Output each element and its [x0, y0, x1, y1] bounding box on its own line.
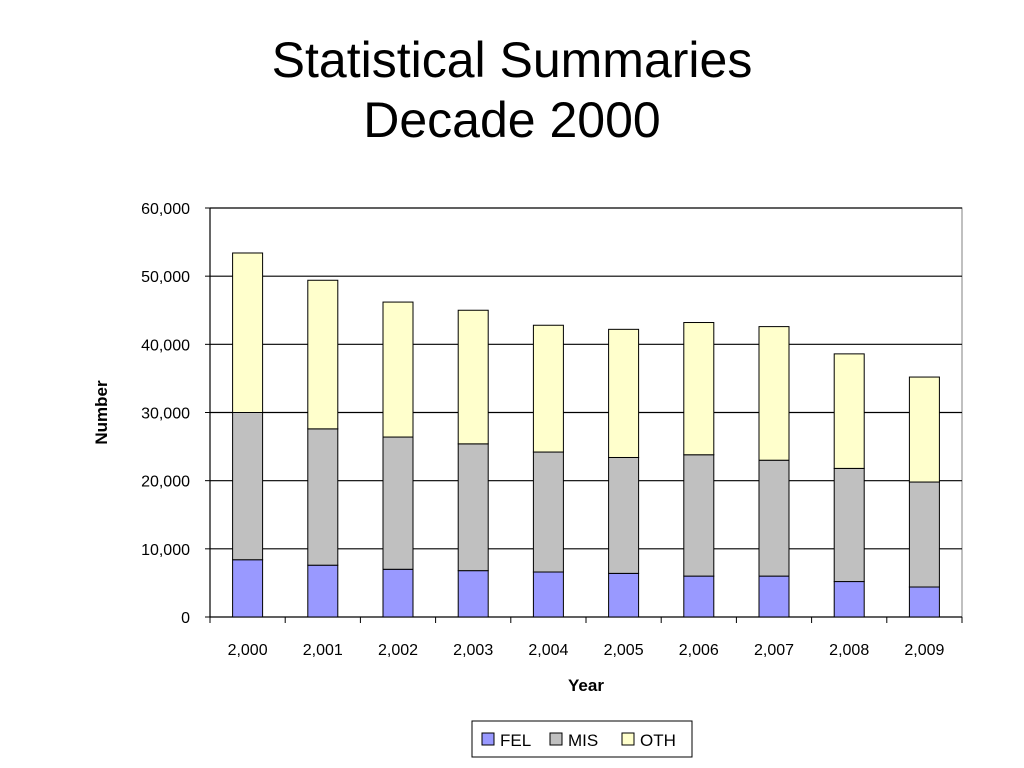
x-tick-label: 2,005: [604, 642, 644, 659]
y-tick-label: 40,000: [141, 337, 190, 354]
bar-segment-fel: [608, 572, 640, 618]
bar-segment-fel: [307, 564, 339, 618]
y-tick-label: 60,000: [141, 201, 190, 218]
bar-segment-fel: [908, 586, 940, 618]
bar-segment-fel: [382, 568, 414, 618]
legend-box: [471, 720, 693, 758]
bar-segment-oth: [307, 279, 339, 430]
bar-segment-mis: [382, 436, 414, 570]
legend-label: OTH: [640, 731, 676, 750]
bar-segment-oth: [908, 376, 940, 483]
bar-segment-fel: [232, 559, 264, 618]
x-tick-label: 2,008: [829, 642, 869, 659]
y-tick-label: 10,000: [141, 542, 190, 559]
bar-segment-mis: [833, 467, 865, 583]
legend-item-fel: FEL: [481, 731, 531, 750]
legend-swatch: [621, 732, 635, 746]
bar-segment-mis: [307, 428, 339, 566]
bar-segment-oth: [457, 309, 489, 445]
bar-segment-mis: [457, 443, 489, 572]
bar-segment-mis: [683, 454, 715, 577]
bar-segment-oth: [608, 328, 640, 458]
legend-label: FEL: [500, 731, 531, 750]
y-tick-label: 0: [181, 610, 190, 627]
x-tick-label: 2,004: [528, 642, 568, 659]
bar-segment-mis: [232, 412, 264, 561]
bar-segment-mis: [908, 481, 940, 588]
bar-segment-mis: [532, 451, 564, 573]
bar-segment-fel: [683, 575, 715, 618]
y-axis-title: Number: [92, 380, 111, 445]
x-tick-label: 2,009: [904, 642, 944, 659]
x-tick-label: 2,001: [303, 642, 343, 659]
x-tick-label: 2,007: [754, 642, 794, 659]
y-tick-label: 20,000: [141, 474, 190, 491]
x-tick-label: 2,003: [453, 642, 493, 659]
x-tick-label: 2,000: [228, 642, 268, 659]
bar-segment-fel: [758, 575, 790, 618]
bar-segment-fel: [833, 581, 865, 618]
legend-item-oth: OTH: [621, 731, 676, 750]
legend-swatch: [481, 732, 495, 746]
y-tick-label: 50,000: [141, 269, 190, 286]
bar-segment-oth: [833, 353, 865, 469]
legend-swatch: [549, 732, 563, 746]
bar-segment-oth: [232, 252, 264, 413]
bar-segment-mis: [758, 459, 790, 577]
bar-segment-oth: [758, 326, 790, 461]
x-axis-title: Year: [568, 676, 604, 695]
y-tick-label: 30,000: [141, 406, 190, 423]
bar-segment-mis: [608, 456, 640, 574]
slide-title: Statistical Summaries Decade 2000: [0, 30, 1024, 150]
slide-title-line-2: Decade 2000: [363, 92, 661, 148]
bar-segment-oth: [683, 322, 715, 456]
bar-segment-oth: [532, 324, 564, 453]
legend-label: MIS: [568, 731, 598, 750]
legend: FEL MIS OTH: [471, 720, 693, 758]
slide-title-line-1: Statistical Summaries: [271, 32, 753, 88]
bar-segment-fel: [532, 571, 564, 618]
bar-segment-oth: [382, 301, 414, 438]
x-tick-label: 2,006: [679, 642, 719, 659]
bar-segment-fel: [457, 570, 489, 618]
legend-item-mis: MIS: [549, 731, 598, 750]
x-tick-label: 2,002: [378, 642, 418, 659]
